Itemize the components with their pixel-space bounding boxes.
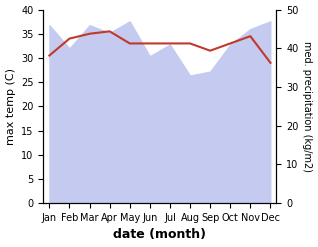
X-axis label: date (month): date (month) [114, 228, 206, 242]
Y-axis label: max temp (C): max temp (C) [5, 68, 16, 145]
Y-axis label: med. precipitation (kg/m2): med. precipitation (kg/m2) [302, 41, 313, 172]
